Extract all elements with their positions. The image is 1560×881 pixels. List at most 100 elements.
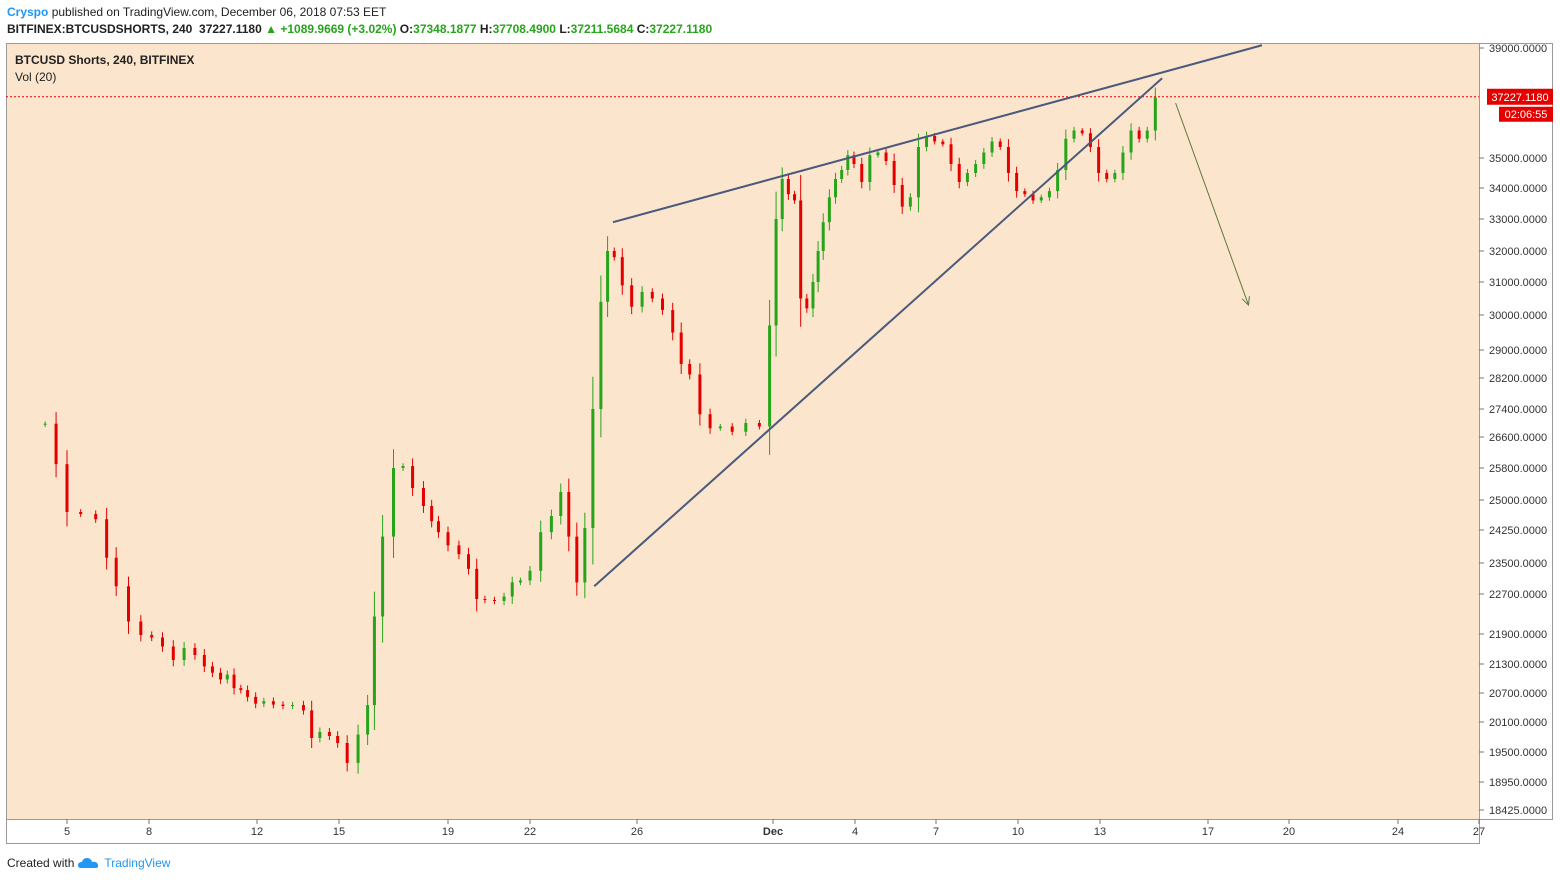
x-tick-label: 24 xyxy=(1392,826,1404,838)
candle-up xyxy=(718,426,722,429)
candle-down xyxy=(475,568,479,599)
x-tick-label: 10 xyxy=(1012,826,1024,838)
candle-up xyxy=(1064,138,1068,170)
candle-up xyxy=(502,596,506,601)
candle-down xyxy=(327,732,331,736)
candle-down xyxy=(1006,147,1010,173)
candle-down xyxy=(1023,191,1027,195)
candle-down xyxy=(688,364,692,375)
chart-area[interactable]: 39000.0000 35000.0000 34000.0000 33000.0000… xyxy=(6,43,1553,844)
candle-up xyxy=(583,528,587,583)
y-tick-label: 29000.0000 xyxy=(1489,345,1547,357)
author-name[interactable]: Cryspo xyxy=(7,5,49,19)
candlestick-chart[interactable]: 39000.0000 35000.0000 34000.0000 33000.0000… xyxy=(6,43,1553,844)
candle-up xyxy=(591,409,595,528)
y-tick-label: 35000.0000 xyxy=(1489,153,1547,165)
candle-down xyxy=(998,141,1002,147)
tradingview-brand[interactable]: TradingView xyxy=(104,856,171,870)
candle-up xyxy=(834,179,838,198)
forecast-arrow xyxy=(1175,102,1250,307)
volume-indicator-label[interactable]: Vol (20) xyxy=(15,70,57,84)
candle-up xyxy=(1129,130,1133,153)
candle-up xyxy=(965,173,969,182)
candle-down xyxy=(852,155,856,164)
candle-up xyxy=(840,170,844,179)
candle-down xyxy=(105,519,109,558)
candle-up xyxy=(816,251,820,282)
plot-area xyxy=(6,43,1480,820)
candle-up xyxy=(1113,173,1117,179)
y-tick-label: 32000.0000 xyxy=(1489,246,1547,258)
candle-up xyxy=(640,291,644,307)
x-axis: 5 8 12 15 19 22 26 Dec 4 7 10 13 17 20 24 27 xyxy=(64,819,1485,838)
candle-down xyxy=(345,743,349,763)
candle-down xyxy=(949,144,953,164)
candle-up xyxy=(401,466,405,468)
candle-down xyxy=(650,291,654,299)
candle-up xyxy=(1121,152,1125,173)
candle-down xyxy=(65,464,69,512)
y-tick-label: 20100.0000 xyxy=(1489,717,1547,729)
candle-down xyxy=(941,141,945,145)
candle-down xyxy=(567,492,571,537)
trendline xyxy=(612,44,1263,224)
candle-down xyxy=(436,521,440,533)
candle-up xyxy=(539,532,543,571)
x-tick-label: 8 xyxy=(146,826,152,838)
candle-down xyxy=(127,586,130,622)
open-value: 37348.1877 xyxy=(413,22,477,36)
candle-down xyxy=(1137,130,1141,139)
x-tick-label: 12 xyxy=(251,826,263,838)
x-tick-label: 15 xyxy=(333,826,345,838)
publish-text: published on TradingView.com, December 0… xyxy=(51,5,387,19)
candle-up xyxy=(606,251,610,302)
candle-up xyxy=(518,580,522,583)
candle-down xyxy=(933,136,937,142)
candle-down xyxy=(575,536,579,583)
candle-up xyxy=(982,152,986,164)
y-tick-label: 28200.0000 xyxy=(1489,373,1547,385)
candle-up xyxy=(549,516,553,533)
candle-down xyxy=(150,635,154,638)
high-value: 37708.4900 xyxy=(492,22,556,36)
y-tick-label: 18425.0000 xyxy=(1489,805,1547,817)
candle-down xyxy=(679,332,683,364)
up-triangle-icon: ▲ xyxy=(265,22,278,36)
candle-up xyxy=(846,155,850,170)
open-label: O: xyxy=(399,22,414,36)
trendline xyxy=(593,77,1163,587)
candle-up xyxy=(768,325,772,427)
y-tick-label: 21900.0000 xyxy=(1489,629,1547,641)
y-tick-label: 27400.0000 xyxy=(1489,404,1547,416)
candle-up xyxy=(876,152,880,156)
x-tick-label: 7 xyxy=(933,826,939,838)
candle-down xyxy=(161,637,164,647)
candle-down xyxy=(210,666,214,673)
candle-down xyxy=(171,646,175,660)
candle-up xyxy=(318,732,322,738)
candle-up xyxy=(291,705,295,707)
candle-down xyxy=(79,512,83,514)
x-tick-label: 20 xyxy=(1283,826,1295,838)
change-value: +1089.9669 (+3.02%) xyxy=(280,22,397,36)
candle-down xyxy=(467,554,470,569)
candle-down xyxy=(202,655,206,667)
candle-up xyxy=(908,197,912,207)
countdown-tag-label: 02:06:55 xyxy=(1505,109,1548,121)
candle-down xyxy=(310,710,314,738)
candle-up xyxy=(811,282,815,309)
candle-up xyxy=(821,222,825,251)
candle-up xyxy=(372,616,376,706)
x-tick-label: 27 xyxy=(1473,826,1485,838)
candle-down xyxy=(793,194,797,201)
candle-down xyxy=(301,705,305,711)
candle-down xyxy=(698,374,702,415)
candle-up xyxy=(990,141,994,153)
candle-up xyxy=(780,179,784,219)
candle-down xyxy=(730,426,734,432)
candle-up xyxy=(356,734,360,763)
x-tick-label: 4 xyxy=(852,826,858,838)
y-tick-label: 23500.0000 xyxy=(1489,558,1547,570)
candle-down xyxy=(612,251,616,258)
y-tick-label: 22700.0000 xyxy=(1489,589,1547,601)
